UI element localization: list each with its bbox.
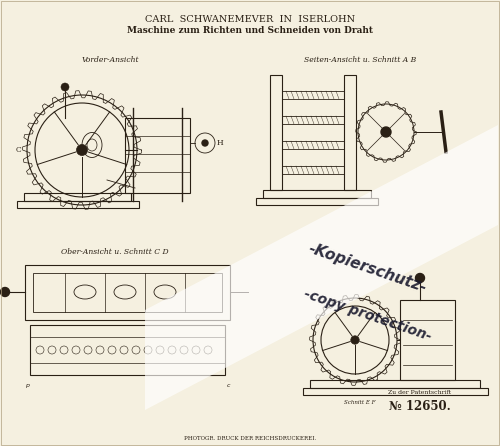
Bar: [310, 380, 480, 388]
Bar: [263, 190, 371, 198]
Text: -Kopierschutz-: -Kopierschutz-: [307, 241, 429, 295]
Circle shape: [381, 127, 391, 137]
Bar: [17, 201, 139, 208]
Text: № 12650.: № 12650.: [389, 400, 451, 413]
Bar: [282, 116, 344, 124]
Circle shape: [416, 273, 424, 282]
Bar: [400, 300, 455, 380]
Text: CARL  SCHWANEMEVER  IN  ISERLOHN: CARL SCHWANEMEVER IN ISERLOHN: [145, 15, 355, 24]
Bar: [256, 198, 378, 205]
Text: Ober-Ansicht u. Schnitt C D: Ober-Ansicht u. Schnitt C D: [61, 248, 169, 256]
Text: Zu der Patentschrift: Zu der Patentschrift: [388, 390, 452, 395]
Bar: [282, 166, 344, 174]
Bar: [282, 141, 344, 149]
Text: c: c: [226, 383, 230, 388]
Bar: [303, 388, 488, 395]
Circle shape: [61, 83, 69, 91]
Bar: [25, 265, 230, 320]
Text: -copy protection-: -copy protection-: [302, 286, 434, 343]
Text: PHOTOGR. DRUCK DER REICHSDRUCKEREI.: PHOTOGR. DRUCK DER REICHSDRUCKEREI.: [184, 436, 316, 441]
Bar: [344, 75, 356, 190]
Text: p: p: [25, 383, 29, 388]
Circle shape: [351, 336, 359, 344]
Circle shape: [76, 145, 88, 156]
Bar: [282, 91, 344, 99]
Text: Maschine zum Richten und Schneiden von Draht: Maschine zum Richten und Schneiden von D…: [127, 26, 373, 35]
Circle shape: [202, 140, 208, 146]
Bar: [24, 193, 131, 201]
Bar: [33, 273, 222, 312]
Text: Vorder-Ansicht: Vorder-Ansicht: [81, 56, 139, 64]
Bar: [270, 75, 282, 190]
Circle shape: [0, 288, 10, 297]
Bar: [30, 325, 225, 375]
Text: C: C: [15, 146, 21, 154]
Polygon shape: [145, 125, 498, 410]
Text: Seiten-Ansicht u. Schnitt A B: Seiten-Ansicht u. Schnitt A B: [304, 56, 416, 64]
Text: H: H: [216, 139, 224, 147]
Bar: [125, 118, 190, 193]
Text: Schnitt E F: Schnitt E F: [344, 400, 376, 405]
